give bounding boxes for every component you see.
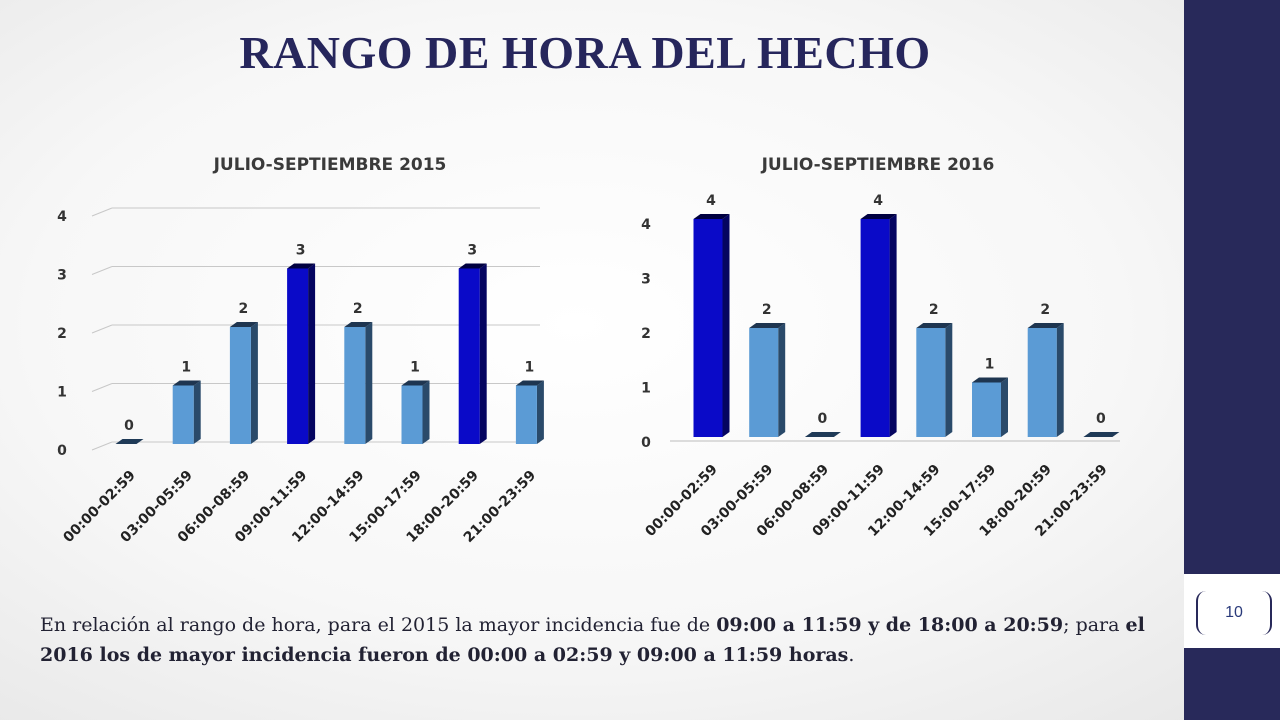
- bar-front: [694, 219, 723, 437]
- y-tick-label: 3: [641, 272, 651, 288]
- bar-side: [945, 323, 952, 437]
- data-label: 4: [706, 193, 716, 209]
- bar-side: [1001, 378, 1008, 438]
- bar-side: [778, 323, 785, 437]
- data-label: 2: [762, 302, 772, 318]
- y-tick-label: 2: [641, 326, 651, 342]
- data-label: 4: [873, 193, 883, 209]
- chart-2016: JULIO-SEPTIEMBRE 201601234400:00-02:5920…: [0, 0, 1180, 600]
- bar-slab: [1083, 432, 1119, 437]
- data-label: 0: [818, 411, 828, 427]
- bar-slab: [805, 432, 841, 437]
- data-label: 0: [1096, 411, 1106, 427]
- bar-15:00-17:59: [972, 378, 1008, 438]
- bar-front: [749, 328, 778, 437]
- caption-part-1: En relación al rango de hora, para el 20…: [40, 614, 716, 636]
- caption-text: En relación al rango de hora, para el 20…: [40, 610, 1170, 670]
- bar-18:00-20:59: [1028, 323, 1064, 437]
- caption-part-2: ; para: [1063, 614, 1125, 636]
- y-tick-label: 4: [641, 217, 651, 233]
- bar-side: [1057, 323, 1064, 437]
- bar-09:00-11:59: [861, 214, 897, 437]
- chart-title: JULIO-SEPTIEMBRE 2016: [761, 155, 995, 175]
- page-number: 10: [1196, 591, 1272, 635]
- bar-21:00-23:59: [1083, 432, 1119, 437]
- bar-front: [972, 383, 1001, 438]
- bar-03:00-05:59: [749, 323, 785, 437]
- bar-00:00-02:59: [694, 214, 730, 437]
- data-label: 1: [985, 357, 995, 373]
- bar-front: [1028, 328, 1057, 437]
- caption-part-3: .: [848, 644, 854, 666]
- bar-front: [916, 328, 945, 437]
- bar-side: [723, 214, 730, 437]
- bar-06:00-08:59: [805, 432, 841, 437]
- y-tick-label: 1: [641, 381, 651, 397]
- bar-side: [890, 214, 897, 437]
- data-label: 2: [929, 302, 939, 318]
- data-label: 2: [1040, 302, 1050, 318]
- y-tick-label: 0: [641, 435, 651, 451]
- caption-bold-1: 09:00 a 11:59 y de 18:00 a 20:59: [716, 614, 1063, 636]
- page-number-text: 10: [1225, 604, 1243, 622]
- bar-12:00-14:59: [916, 323, 952, 437]
- bar-front: [861, 219, 890, 437]
